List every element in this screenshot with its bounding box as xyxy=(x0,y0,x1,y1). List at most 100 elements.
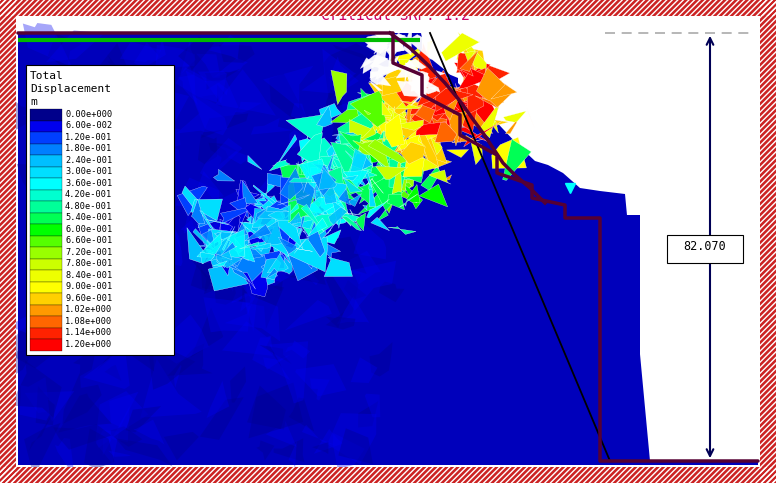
Polygon shape xyxy=(416,122,446,135)
Polygon shape xyxy=(393,33,411,45)
Polygon shape xyxy=(327,413,376,465)
Polygon shape xyxy=(412,146,415,162)
Polygon shape xyxy=(253,185,282,213)
Polygon shape xyxy=(102,406,130,456)
Polygon shape xyxy=(359,175,375,199)
Polygon shape xyxy=(392,120,424,130)
Polygon shape xyxy=(334,198,348,214)
Polygon shape xyxy=(340,215,362,231)
Polygon shape xyxy=(192,199,205,224)
Polygon shape xyxy=(369,174,383,185)
Polygon shape xyxy=(202,229,216,248)
Polygon shape xyxy=(370,52,401,78)
Polygon shape xyxy=(214,143,251,165)
Bar xyxy=(0,0,776,16)
Polygon shape xyxy=(272,217,303,249)
Polygon shape xyxy=(387,125,421,147)
Polygon shape xyxy=(261,258,281,280)
Polygon shape xyxy=(227,231,257,255)
Polygon shape xyxy=(265,213,278,238)
Polygon shape xyxy=(184,207,195,233)
Polygon shape xyxy=(29,413,53,451)
Polygon shape xyxy=(253,208,276,227)
Polygon shape xyxy=(337,187,356,201)
Polygon shape xyxy=(338,127,350,156)
Polygon shape xyxy=(95,391,148,448)
Polygon shape xyxy=(331,109,369,124)
Text: 82.070: 82.070 xyxy=(684,241,726,254)
Polygon shape xyxy=(347,148,363,160)
Polygon shape xyxy=(213,238,250,292)
Polygon shape xyxy=(418,87,424,113)
Polygon shape xyxy=(99,104,144,127)
Polygon shape xyxy=(223,226,235,251)
Polygon shape xyxy=(457,87,490,101)
Polygon shape xyxy=(206,219,229,225)
Polygon shape xyxy=(352,193,376,222)
Text: Displacement: Displacement xyxy=(30,84,111,94)
Polygon shape xyxy=(369,342,393,377)
Text: 9.00e-001: 9.00e-001 xyxy=(65,282,113,291)
Polygon shape xyxy=(456,51,475,68)
Polygon shape xyxy=(251,214,264,233)
Polygon shape xyxy=(18,33,758,465)
Bar xyxy=(30,270,62,282)
Text: 7.80e-001: 7.80e-001 xyxy=(65,259,113,268)
Polygon shape xyxy=(289,237,327,272)
Text: 4.80e-001: 4.80e-001 xyxy=(65,202,113,211)
Text: 6.00e-002: 6.00e-002 xyxy=(65,121,113,130)
Polygon shape xyxy=(405,153,421,157)
Polygon shape xyxy=(2,101,44,139)
FancyBboxPatch shape xyxy=(667,235,743,263)
Polygon shape xyxy=(109,392,138,427)
Polygon shape xyxy=(263,221,293,244)
Polygon shape xyxy=(235,239,250,257)
Polygon shape xyxy=(226,227,261,261)
Polygon shape xyxy=(402,182,423,209)
Polygon shape xyxy=(18,33,758,465)
Polygon shape xyxy=(331,197,343,228)
Polygon shape xyxy=(2,320,57,369)
Polygon shape xyxy=(423,153,452,169)
Polygon shape xyxy=(300,196,326,219)
Polygon shape xyxy=(279,230,303,265)
Polygon shape xyxy=(459,69,487,89)
Polygon shape xyxy=(272,159,287,166)
Polygon shape xyxy=(237,180,255,206)
Polygon shape xyxy=(106,218,130,278)
Polygon shape xyxy=(193,228,215,250)
Polygon shape xyxy=(424,96,470,117)
Polygon shape xyxy=(424,99,459,115)
Polygon shape xyxy=(58,394,112,432)
Polygon shape xyxy=(289,212,303,227)
Polygon shape xyxy=(209,143,237,165)
Polygon shape xyxy=(222,249,246,279)
Bar xyxy=(30,155,62,167)
Polygon shape xyxy=(257,202,271,223)
Polygon shape xyxy=(338,143,368,173)
Polygon shape xyxy=(323,152,361,156)
Polygon shape xyxy=(282,260,293,265)
Bar xyxy=(30,120,62,132)
Polygon shape xyxy=(206,255,223,261)
Polygon shape xyxy=(460,124,488,142)
Polygon shape xyxy=(435,122,457,142)
Polygon shape xyxy=(411,71,428,91)
Polygon shape xyxy=(467,81,484,114)
Polygon shape xyxy=(464,121,502,147)
Text: Total: Total xyxy=(30,71,64,81)
Polygon shape xyxy=(26,213,56,227)
Bar xyxy=(30,293,62,304)
Polygon shape xyxy=(177,186,207,216)
Polygon shape xyxy=(369,81,383,91)
Polygon shape xyxy=(401,93,419,107)
Polygon shape xyxy=(369,62,392,71)
Polygon shape xyxy=(299,159,324,189)
Polygon shape xyxy=(97,80,150,104)
Polygon shape xyxy=(296,161,308,196)
Polygon shape xyxy=(306,227,331,235)
Polygon shape xyxy=(467,68,487,85)
Polygon shape xyxy=(291,103,308,129)
Polygon shape xyxy=(174,349,187,388)
Polygon shape xyxy=(409,52,425,88)
